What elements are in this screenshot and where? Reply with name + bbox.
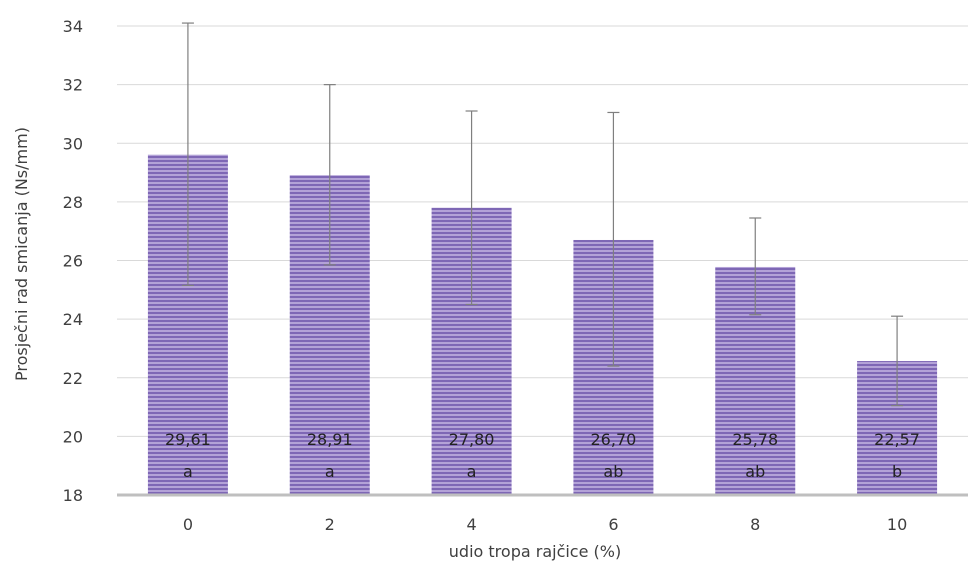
value-label: 25,78: [732, 430, 778, 449]
group-letter-label: b: [892, 462, 902, 481]
value-label: 29,61: [165, 430, 211, 449]
value-label: 28,91: [307, 430, 353, 449]
x-tick-label: 2: [325, 515, 335, 534]
x-tick-label: 0: [183, 515, 193, 534]
y-tick-label: 22: [63, 369, 83, 388]
y-tick-label: 24: [63, 310, 83, 329]
y-tick-label: 30: [63, 134, 83, 153]
y-tick-label: 20: [63, 427, 83, 446]
error-bar: [181, 22, 194, 287]
error-bar: [465, 110, 478, 306]
x-tick-label: 8: [750, 515, 760, 534]
gridlines: [117, 25, 968, 437]
group-letter-label: ab: [745, 462, 765, 481]
value-label: 26,70: [591, 430, 637, 449]
x-axis-title: udio tropa rajčice (%): [449, 542, 621, 561]
error-bar: [749, 217, 762, 316]
data-labels: 29,61 a 28,91 a 27,80 a 26,70 ab 25,78 ab 22,57 b: [165, 430, 920, 481]
error-bar: [323, 84, 336, 266]
y-tick-label: 34: [63, 17, 83, 36]
group-letter-label: a: [325, 462, 335, 481]
x-tick-label: 10: [887, 515, 907, 534]
error-bars: [181, 22, 904, 407]
value-label: 27,80: [449, 430, 495, 449]
error-bar: [891, 315, 904, 407]
group-letter-label: ab: [603, 462, 623, 481]
y-tick-label: 28: [63, 193, 83, 212]
group-letter-label: a: [467, 462, 477, 481]
error-bar: [607, 111, 620, 367]
y-tick-label: 26: [63, 252, 83, 271]
group-letter-label: a: [183, 462, 193, 481]
y-tick-label: 32: [63, 76, 83, 95]
bars: [147, 154, 938, 496]
y-tick-label: 18: [63, 486, 83, 505]
x-tick-label: 4: [466, 515, 476, 534]
x-tick-label: 6: [608, 515, 618, 534]
y-axis-title: Prosječni rad smicanja (Ns/mm): [12, 127, 31, 381]
value-label: 22,57: [874, 430, 920, 449]
